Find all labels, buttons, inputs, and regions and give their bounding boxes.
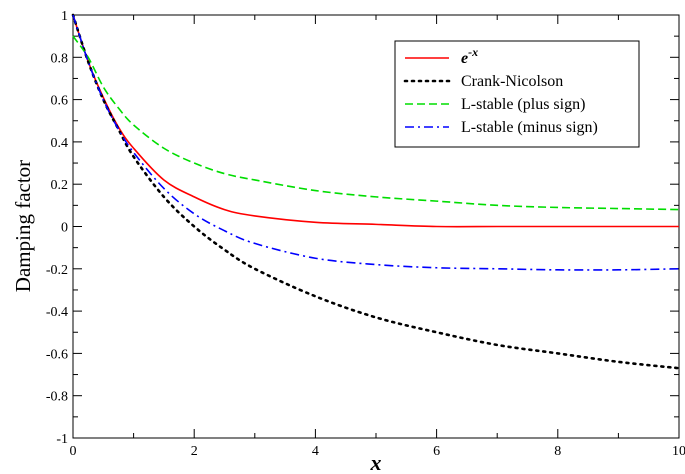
- x-tick-label: 2: [191, 444, 198, 459]
- series-line-4: [72, 14, 680, 271]
- x-tick-label: 10: [672, 444, 685, 459]
- y-tick-label: -0.6: [46, 347, 68, 362]
- y-tick-label: 1: [61, 9, 68, 24]
- y-tick-label: -1: [56, 432, 68, 447]
- y-tick-label: 0: [61, 221, 68, 236]
- axis-ticks: [72, 14, 680, 439]
- x-axis-label: x: [370, 450, 382, 474]
- x-tick-label: 6: [433, 444, 440, 459]
- x-tick-label: 8: [554, 444, 561, 459]
- x-tick-label: 4: [312, 444, 319, 459]
- legend-label: L-stable (minus sign): [461, 119, 598, 136]
- series-lines: [71, 13, 681, 370]
- legend-label: L-stable (plus sign): [461, 96, 585, 113]
- x-tick-label: 0: [70, 444, 77, 459]
- legend-label: Crank-Nicolson: [461, 73, 563, 90]
- y-tick-label: 0.8: [51, 51, 69, 66]
- y-tick-label: 0.6: [51, 94, 69, 109]
- y-tick-label: 0.4: [51, 136, 69, 151]
- y-tick-label: 0.2: [51, 178, 69, 193]
- legend-label: e-x: [461, 45, 478, 67]
- y-tick-label: -0.8: [46, 390, 68, 405]
- y-tick-label: -0.4: [46, 305, 68, 320]
- y-tick-label: -0.2: [46, 263, 68, 278]
- series-line-2: [71, 13, 681, 370]
- legend: e-x Crank-Nicolson L-stable (plus sign) L-s…: [394, 40, 640, 148]
- y-axis-label: Damping factor: [11, 160, 35, 292]
- axis-tick-labels: 0 2 4 6 8 10 -1 -0.8 -0.6 -0.4 -0.2 0 0.2 0.4 0.6 0.8 1: [46, 9, 685, 459]
- series-line-3: [72, 35, 680, 211]
